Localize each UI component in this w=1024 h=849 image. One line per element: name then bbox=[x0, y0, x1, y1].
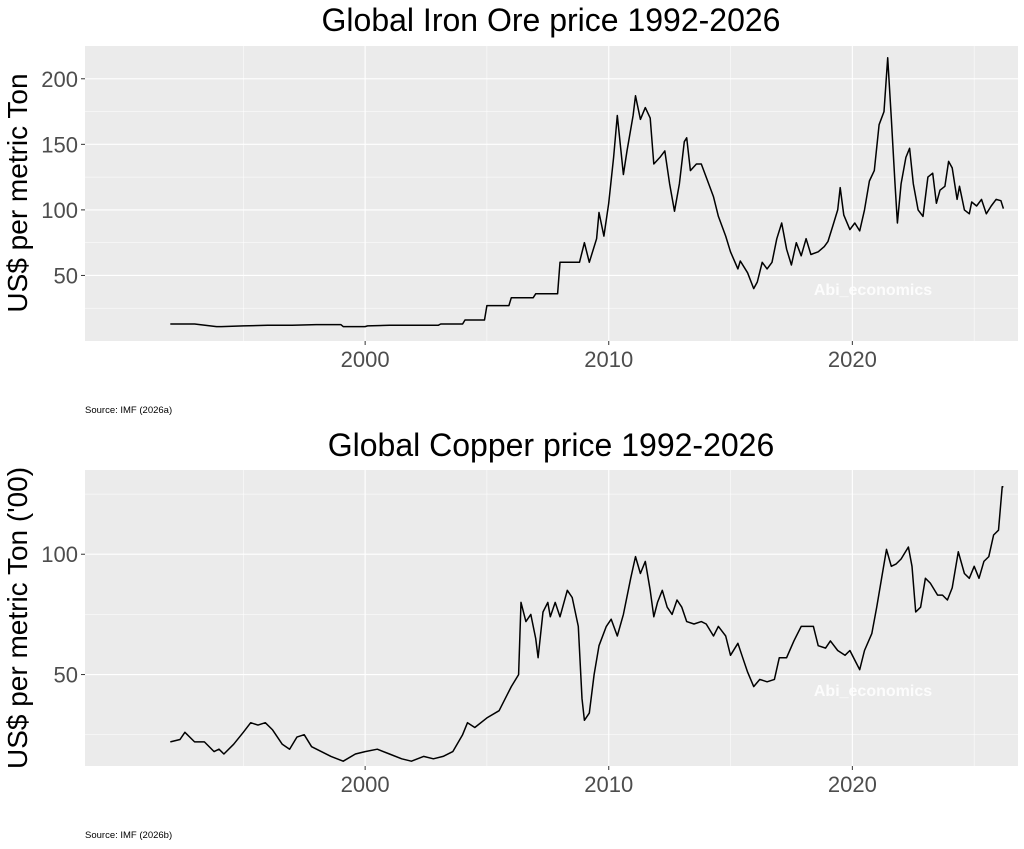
copper-x-tick-label: 2010 bbox=[584, 772, 633, 797]
copper-x-axis: 2000 2010 2020 bbox=[341, 766, 877, 797]
copper-x-tick-label: 2000 bbox=[341, 772, 390, 797]
iron-ore-watermark: Abi_economics bbox=[814, 282, 932, 299]
iron-ore-y-tick-label: 150 bbox=[41, 132, 78, 157]
iron-ore-source-note: Source: IMF (2026a) bbox=[85, 405, 172, 416]
iron-ore-y-tick-label: 50 bbox=[54, 263, 78, 288]
iron-ore-chart: Global Iron Ore price 1992-2026 50 100 150… bbox=[2, 2, 1018, 416]
iron-ore-x-tick-label: 2000 bbox=[341, 347, 390, 372]
iron-ore-y-tick-label: 100 bbox=[41, 198, 78, 223]
iron-ore-y-tick-label: 200 bbox=[41, 67, 78, 92]
copper-y-tick-label: 100 bbox=[41, 542, 78, 567]
iron-ore-grid bbox=[85, 46, 1018, 341]
iron-ore-chart-title: Global Iron Ore price 1992-2026 bbox=[322, 2, 781, 38]
iron-ore-x-tick-label: 2020 bbox=[828, 347, 877, 372]
copper-chart: Global Copper price 1992-2026 50 100 2000… bbox=[2, 427, 1018, 841]
copper-price-line bbox=[170, 486, 1004, 762]
iron-ore-price-line bbox=[170, 57, 1005, 328]
iron-ore-y-axis-label: US$ per metric Ton bbox=[2, 73, 33, 312]
copper-x-tick-label: 2020 bbox=[828, 772, 877, 797]
copper-source-note: Source: IMF (2026b) bbox=[85, 830, 172, 841]
iron-ore-x-tick-label: 2010 bbox=[584, 347, 633, 372]
copper-y-axis-label: US$ per metric Ton ('00) bbox=[2, 467, 33, 769]
copper-chart-title: Global Copper price 1992-2026 bbox=[328, 427, 775, 463]
iron-ore-x-axis: 2000 2010 2020 bbox=[341, 341, 877, 372]
copper-y-tick-label: 50 bbox=[54, 663, 78, 688]
copper-watermark: Abi_economics bbox=[814, 683, 932, 700]
iron-ore-y-axis: 50 100 150 200 bbox=[41, 67, 85, 288]
iron-ore-plot-panel bbox=[85, 46, 1018, 341]
copper-y-axis: 50 100 bbox=[41, 542, 85, 688]
copper-plot-panel bbox=[85, 470, 1018, 766]
